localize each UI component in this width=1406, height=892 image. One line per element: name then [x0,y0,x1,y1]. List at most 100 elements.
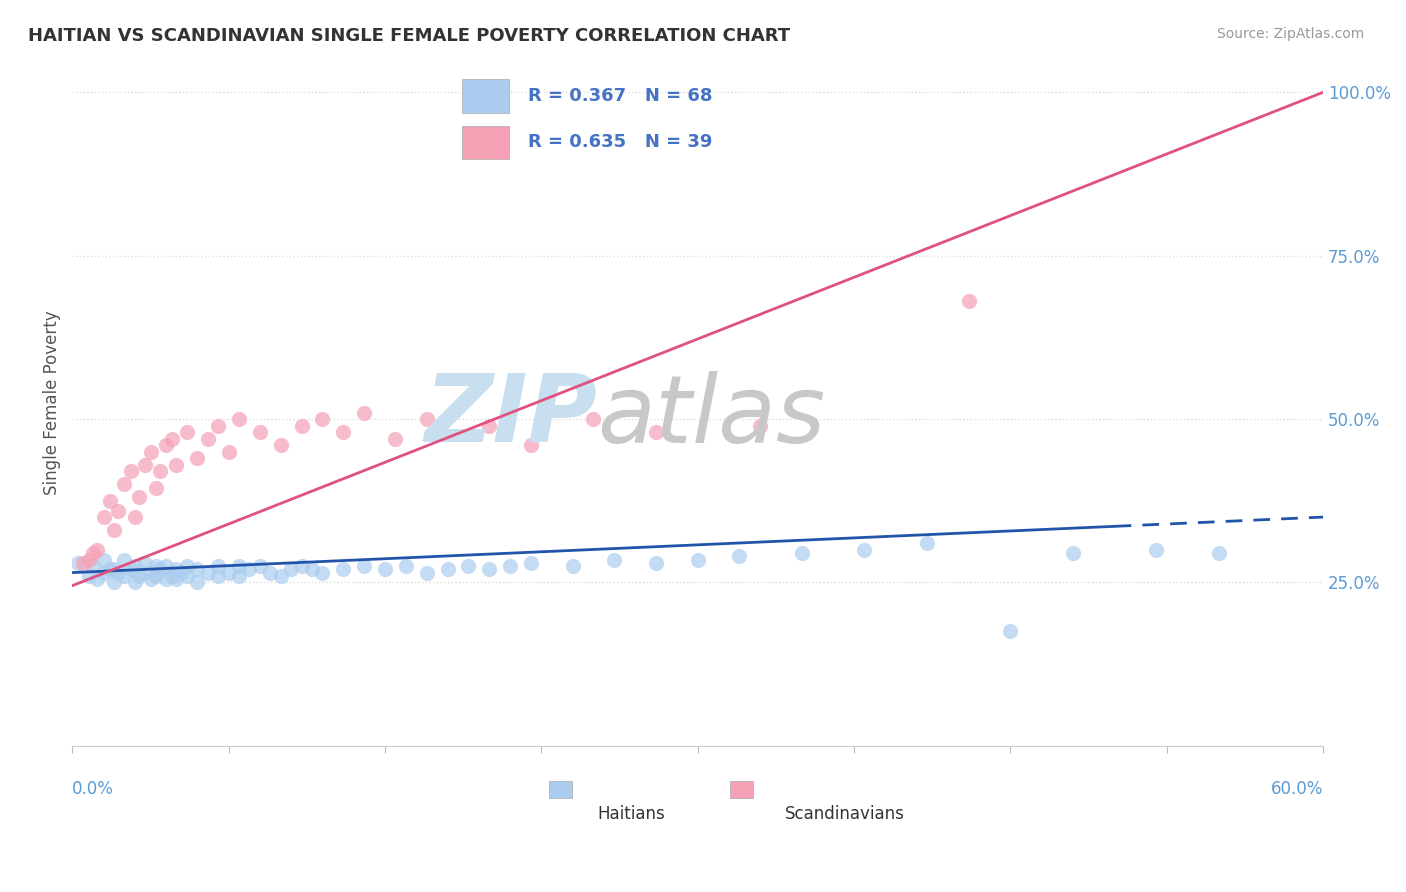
Point [107,566,129,580]
Point [166,562,188,576]
Point [98,493,121,508]
Point [207,559,229,574]
Point [112,569,135,583]
Point [103,523,125,537]
Point [112,477,135,491]
Point [218,444,240,458]
Point [603,552,626,566]
Point [415,566,437,580]
Point [77,569,100,583]
Point [207,418,229,433]
Point [228,569,250,583]
Point [134,566,156,580]
Point [186,562,208,576]
Point [93,566,115,580]
Point [228,559,250,574]
Point [112,552,135,566]
Point [162,569,184,583]
Point [645,425,668,439]
Point [134,556,156,570]
Point [415,412,437,426]
Point [1208,546,1230,560]
Point [280,562,302,576]
Point [120,464,142,478]
Point [332,425,354,439]
Point [72,556,94,570]
Point [93,552,115,566]
Point [67,556,90,570]
Point [290,418,312,433]
Point [457,559,479,574]
Point [332,562,354,576]
Point [120,562,142,576]
Point [520,556,543,570]
Point [249,425,271,439]
Point [155,572,177,586]
Point [353,405,375,419]
Text: 60.0%: 60.0% [1271,780,1323,797]
FancyBboxPatch shape [730,780,754,798]
Point [561,559,583,574]
Point [145,559,167,574]
Point [478,562,501,576]
Point [374,562,396,576]
Y-axis label: Single Female Poverty: Single Female Poverty [44,310,60,495]
Point [82,546,104,560]
Point [149,464,172,478]
Text: Haitians: Haitians [598,805,665,823]
Point [228,412,250,426]
Text: Source: ZipAtlas.com: Source: ZipAtlas.com [1216,27,1364,41]
Point [384,432,406,446]
FancyBboxPatch shape [548,780,572,798]
Text: HAITIAN VS SCANDINAVIAN SINGLE FEMALE POVERTY CORRELATION CHART: HAITIAN VS SCANDINAVIAN SINGLE FEMALE PO… [28,27,790,45]
Point [353,559,375,574]
Point [1000,624,1022,639]
Point [259,566,281,580]
Point [197,432,219,446]
Point [520,438,543,452]
Point [166,572,188,586]
Point [290,559,312,574]
Point [103,562,125,576]
Point [124,510,146,524]
Point [103,575,125,590]
Point [141,444,163,458]
Point [478,418,501,433]
Point [249,559,271,574]
Point [86,572,108,586]
Point [197,566,219,580]
Point [98,562,121,576]
Point [176,569,198,583]
Point [128,569,150,583]
Point [686,552,709,566]
Point [790,546,813,560]
Text: Scandinavians: Scandinavians [785,805,905,823]
Point [107,503,129,517]
Point [186,575,208,590]
Point [169,566,191,580]
Point [141,572,163,586]
Point [176,559,198,574]
Point [145,481,167,495]
Point [749,418,772,433]
Point [145,569,167,583]
Point [155,438,177,452]
Text: atlas: atlas [598,371,825,462]
Point [176,425,198,439]
Point [149,562,172,576]
Point [270,569,292,583]
Point [728,549,751,564]
Point [155,559,177,574]
Text: 0.0%: 0.0% [72,780,114,797]
Point [915,536,938,550]
Point [218,566,240,580]
Point [86,542,108,557]
Text: ZIP: ZIP [425,370,598,462]
Point [311,566,333,580]
Point [128,491,150,505]
Point [162,432,184,446]
Point [311,412,333,426]
Point [436,562,458,576]
Point [853,542,876,557]
Point [124,559,146,574]
